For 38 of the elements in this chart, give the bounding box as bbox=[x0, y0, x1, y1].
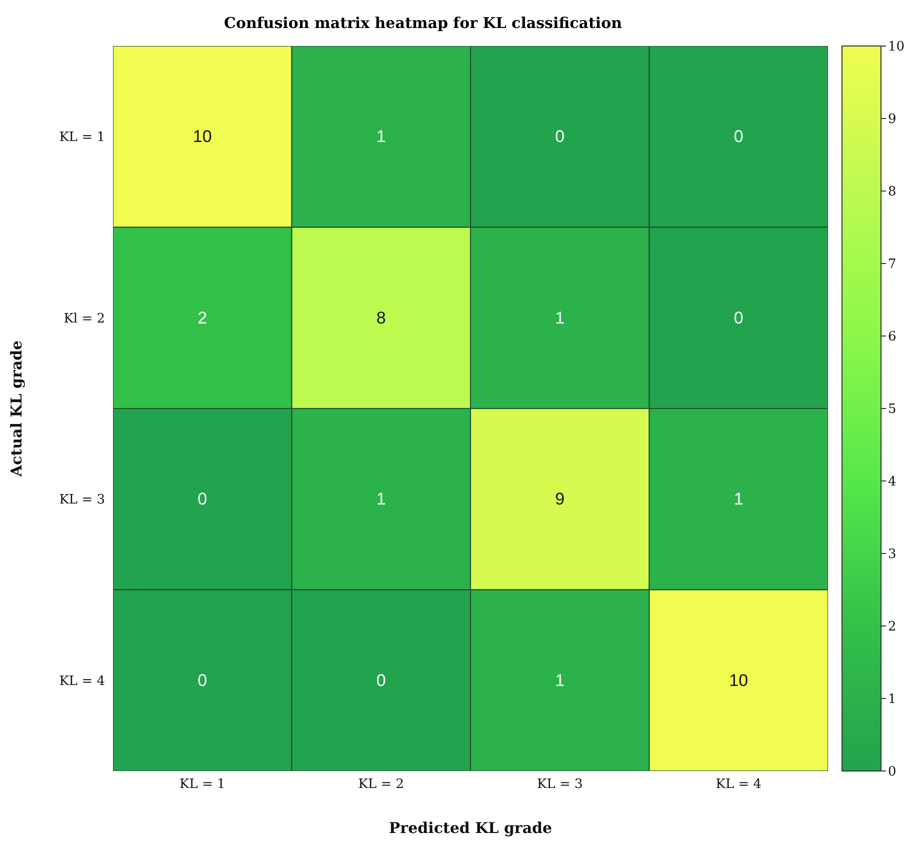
color-bar-label: 2 bbox=[888, 620, 896, 635]
color-bar-label: 3 bbox=[888, 547, 896, 562]
color-bar-label: 1 bbox=[888, 692, 896, 708]
data-label: 10 bbox=[729, 670, 748, 690]
data-label: 0 bbox=[734, 308, 744, 328]
y-axis-title: Actual KL grade bbox=[7, 340, 26, 478]
color-bar-label: 8 bbox=[888, 184, 896, 200]
y-tick-label: KL = 4 bbox=[59, 674, 105, 689]
data-label: 0 bbox=[555, 127, 565, 146]
x-tick-label: KL = 2 bbox=[358, 777, 404, 792]
data-label: 2 bbox=[198, 308, 208, 328]
color-bar-label: 10 bbox=[888, 40, 905, 55]
x-tick-label: KL = 1 bbox=[179, 777, 226, 792]
data-label: 0 bbox=[198, 670, 208, 690]
data-label: 0 bbox=[198, 490, 208, 509]
data-label: 0 bbox=[734, 127, 744, 146]
data-label: 1 bbox=[376, 127, 386, 146]
color-bar-label: 7 bbox=[888, 257, 896, 272]
color-bar-label: 4 bbox=[888, 474, 896, 490]
data-label: 9 bbox=[555, 490, 565, 509]
color-bar-label: 5 bbox=[888, 402, 896, 418]
chart-title: Confusion matrix heatmap for KL classification bbox=[223, 13, 623, 34]
x-axis-title: Predicted KL grade bbox=[388, 819, 552, 837]
y-tick-label: KL = 1 bbox=[59, 130, 105, 146]
color-bar-label: 9 bbox=[888, 112, 896, 128]
y-tick-label: Kl = 2 bbox=[64, 311, 105, 326]
data-label: 1 bbox=[734, 490, 744, 509]
color-bar-label: 0 bbox=[888, 764, 896, 780]
data-label: 1 bbox=[555, 670, 565, 690]
x-tick-label: KL = 4 bbox=[716, 777, 762, 792]
data-label: 1 bbox=[555, 308, 565, 328]
x-tick-label: KL = 3 bbox=[536, 777, 583, 792]
color-bar-label: 6 bbox=[888, 330, 896, 345]
data-label: 1 bbox=[376, 490, 386, 509]
y-tick-label: KL = 3 bbox=[59, 492, 105, 508]
data-label: 8 bbox=[376, 308, 386, 328]
data-label: 0 bbox=[376, 670, 386, 690]
data-label: 10 bbox=[192, 127, 212, 146]
